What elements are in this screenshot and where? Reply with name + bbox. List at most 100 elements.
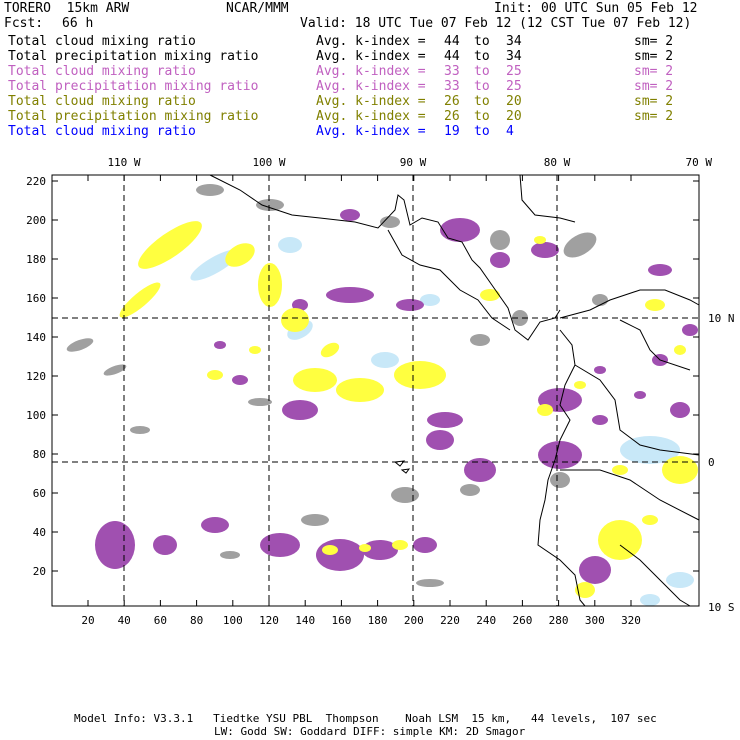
purple-cloud xyxy=(362,540,398,560)
yellow-cloud xyxy=(320,342,340,358)
yellow-cloud xyxy=(645,299,665,311)
y-tick-label: 100 xyxy=(26,409,46,422)
light-blue-cloud xyxy=(666,572,694,588)
purple-cloud xyxy=(340,209,360,221)
purple-cloud xyxy=(427,412,463,428)
yellow-cloud xyxy=(642,515,658,525)
purple-cloud xyxy=(232,375,248,385)
legend-to-word: to xyxy=(474,124,490,139)
grey-cloud xyxy=(550,472,570,488)
purple-cloud xyxy=(214,341,226,349)
x-tick-label: 260 xyxy=(512,614,532,627)
axis-ticks xyxy=(52,175,699,606)
purple-cloud xyxy=(153,535,177,555)
purple-cloud xyxy=(292,299,308,311)
legend-to: 4 xyxy=(506,124,514,139)
legend-field: Total cloud mixing ratio xyxy=(8,124,196,139)
legend-to-word: to xyxy=(474,34,490,49)
grey-cloud xyxy=(470,334,490,346)
lat-lon-grid xyxy=(52,175,699,606)
cloud-fields xyxy=(66,184,698,606)
purple-cloud xyxy=(648,264,672,276)
yellow-cloud xyxy=(480,289,500,301)
legend-sm: sm= 2 xyxy=(634,34,674,49)
x-tick-label: 160 xyxy=(331,614,351,627)
init-time: Init: 00 UTC Sun 05 Feb 12 xyxy=(494,1,698,16)
purple-cloud xyxy=(538,441,582,469)
yellow-cloud xyxy=(662,456,698,484)
y-tick-label: 220 xyxy=(26,175,46,188)
legend-to-word: to xyxy=(474,94,490,109)
y-tick-label: 180 xyxy=(26,253,46,266)
y-tick-label: 140 xyxy=(26,331,46,344)
legend-to: 34 xyxy=(506,49,522,64)
yellow-cloud xyxy=(225,243,255,267)
grey-cloud xyxy=(490,230,510,250)
grey-cloud xyxy=(460,484,480,496)
grey-cloud xyxy=(391,487,419,503)
purple-cloud xyxy=(464,458,496,482)
grey-cloud xyxy=(563,232,597,258)
purple-cloud xyxy=(413,537,437,553)
grey-cloud xyxy=(256,199,284,211)
x-tick-label: 220 xyxy=(440,614,460,627)
purple-cloud xyxy=(634,391,646,399)
yellow-cloud xyxy=(336,378,384,402)
grey-cloud xyxy=(103,364,127,376)
legend-sm: sm= 2 xyxy=(634,109,674,124)
purple-cloud xyxy=(579,556,611,584)
x-tick-label: 140 xyxy=(295,614,315,627)
yellow-cloud xyxy=(138,221,202,269)
lat-label: 10 N xyxy=(708,312,735,325)
grey-cloud xyxy=(196,184,224,196)
coastlines xyxy=(209,174,700,607)
purple-cloud xyxy=(201,517,229,533)
grey-cloud xyxy=(512,310,528,326)
legend-to-word: to xyxy=(474,79,490,94)
legend-from: 19 xyxy=(444,124,460,139)
legend-sm: sm= 2 xyxy=(634,49,674,64)
legend-kindex-label: Avg. k-index = xyxy=(316,64,426,79)
fcst-label: Fcst: xyxy=(4,16,44,31)
map-frame xyxy=(51,174,700,607)
legend-from: 44 xyxy=(444,34,460,49)
legend-to: 20 xyxy=(506,94,522,109)
purple-cloud xyxy=(594,366,606,374)
legend-field: Total precipitation mixing ratio xyxy=(8,79,259,94)
x-tick-label: 20 xyxy=(81,614,94,627)
legend-to-word: to xyxy=(474,64,490,79)
purple-cloud xyxy=(440,218,480,242)
legend-to: 20 xyxy=(506,109,522,124)
footer-physics: LW: Godd SW: Goddard DIFF: simple KM: 2D… xyxy=(214,725,526,738)
lat-label: 0 xyxy=(708,456,715,469)
yellow-cloud xyxy=(598,520,642,560)
yellow-cloud xyxy=(674,345,686,355)
purple-cloud xyxy=(326,287,374,303)
legend-from: 33 xyxy=(444,64,460,79)
x-tick-label: 80 xyxy=(190,614,203,627)
x-tick-label: 60 xyxy=(154,614,167,627)
yellow-cloud xyxy=(249,346,261,354)
yellow-cloud xyxy=(392,540,408,550)
grey-cloud xyxy=(416,579,444,587)
grey-cloud xyxy=(130,426,150,434)
light-blue-cloud xyxy=(278,237,302,253)
purple-cloud xyxy=(316,539,364,571)
lon-label: 90 W xyxy=(400,156,427,169)
y-tick-label: 80 xyxy=(33,448,46,461)
y-tick-label: 160 xyxy=(26,292,46,305)
grey-cloud xyxy=(592,294,608,306)
grey-cloud xyxy=(66,338,94,352)
legend-kindex-label: Avg. k-index = xyxy=(316,94,426,109)
light-blue-cloud xyxy=(420,294,440,306)
legend-to-word: to xyxy=(474,109,490,124)
yellow-cloud xyxy=(534,236,546,244)
light-blue-cloud xyxy=(640,594,660,606)
yellow-cloud xyxy=(612,465,628,475)
purple-cloud xyxy=(426,430,454,450)
light-blue-cloud xyxy=(371,352,399,368)
purple-cloud xyxy=(282,400,318,420)
legend-from: 33 xyxy=(444,79,460,94)
x-tick-label: 280 xyxy=(549,614,569,627)
y-tick-label: 60 xyxy=(33,487,46,500)
